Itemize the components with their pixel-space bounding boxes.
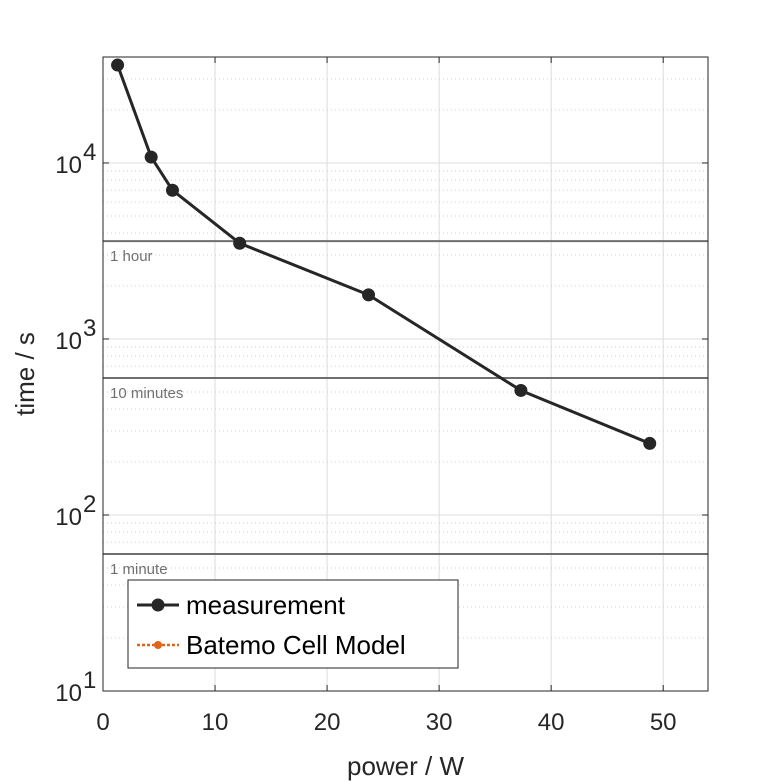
- reference-line-label: 10 minutes: [110, 385, 183, 402]
- legend-label-measurement: measurement: [186, 590, 346, 620]
- x-tick-label: 40: [538, 709, 565, 736]
- y-tick-exponent: 4: [83, 139, 96, 166]
- data-point: [165, 183, 179, 197]
- x-axis-label: power / W: [347, 751, 464, 781]
- y-tick-exponent: 1: [83, 667, 96, 694]
- x-tick-label: 30: [426, 709, 453, 736]
- series-area: [111, 58, 657, 450]
- legend: measurement Batemo Cell Model: [127, 579, 459, 669]
- y-tick-base: 10: [55, 504, 82, 531]
- y-tick-label: 10 4: [55, 139, 96, 179]
- y-tick-base: 10: [55, 680, 82, 707]
- reference-line-label: 1 hour: [110, 248, 153, 265]
- y-tick-base: 10: [55, 152, 82, 179]
- y-tick-base: 10: [55, 328, 82, 355]
- legend-label-batemo-cell-model: Batemo Cell Model: [186, 630, 406, 660]
- reference-lines: 1 hour 10 minutes 1 minute: [103, 240, 708, 578]
- y-tick-label: 10 1: [55, 667, 96, 707]
- data-point: [643, 436, 657, 450]
- y-tick-label: 10 3: [55, 315, 96, 355]
- series-line: [116, 64, 651, 445]
- y-axis-label: time / s: [10, 332, 40, 416]
- data-point: [362, 288, 376, 302]
- plot-area: [102, 56, 709, 692]
- y-tick-exponent: 2: [83, 491, 96, 518]
- x-tick-label: 20: [314, 709, 341, 736]
- data-point: [233, 236, 247, 250]
- x-tick-label: 10: [202, 709, 229, 736]
- x-tick-label: 50: [650, 709, 677, 736]
- reference-line-label: 1 minute: [110, 561, 168, 578]
- y-tick-exponent: 3: [83, 315, 96, 342]
- legend-marker-batemo-cell-model: [154, 641, 162, 649]
- data-point: [111, 58, 125, 72]
- legend-marker-measurement: [151, 598, 165, 612]
- x-axis: 0 10 20 30 40 50: [96, 57, 677, 736]
- data-point: [144, 150, 158, 164]
- legend-box: [127, 579, 459, 669]
- x-tick-label: 0: [96, 709, 109, 736]
- y-tick-label: 10 2: [55, 491, 96, 531]
- data-point: [514, 383, 528, 397]
